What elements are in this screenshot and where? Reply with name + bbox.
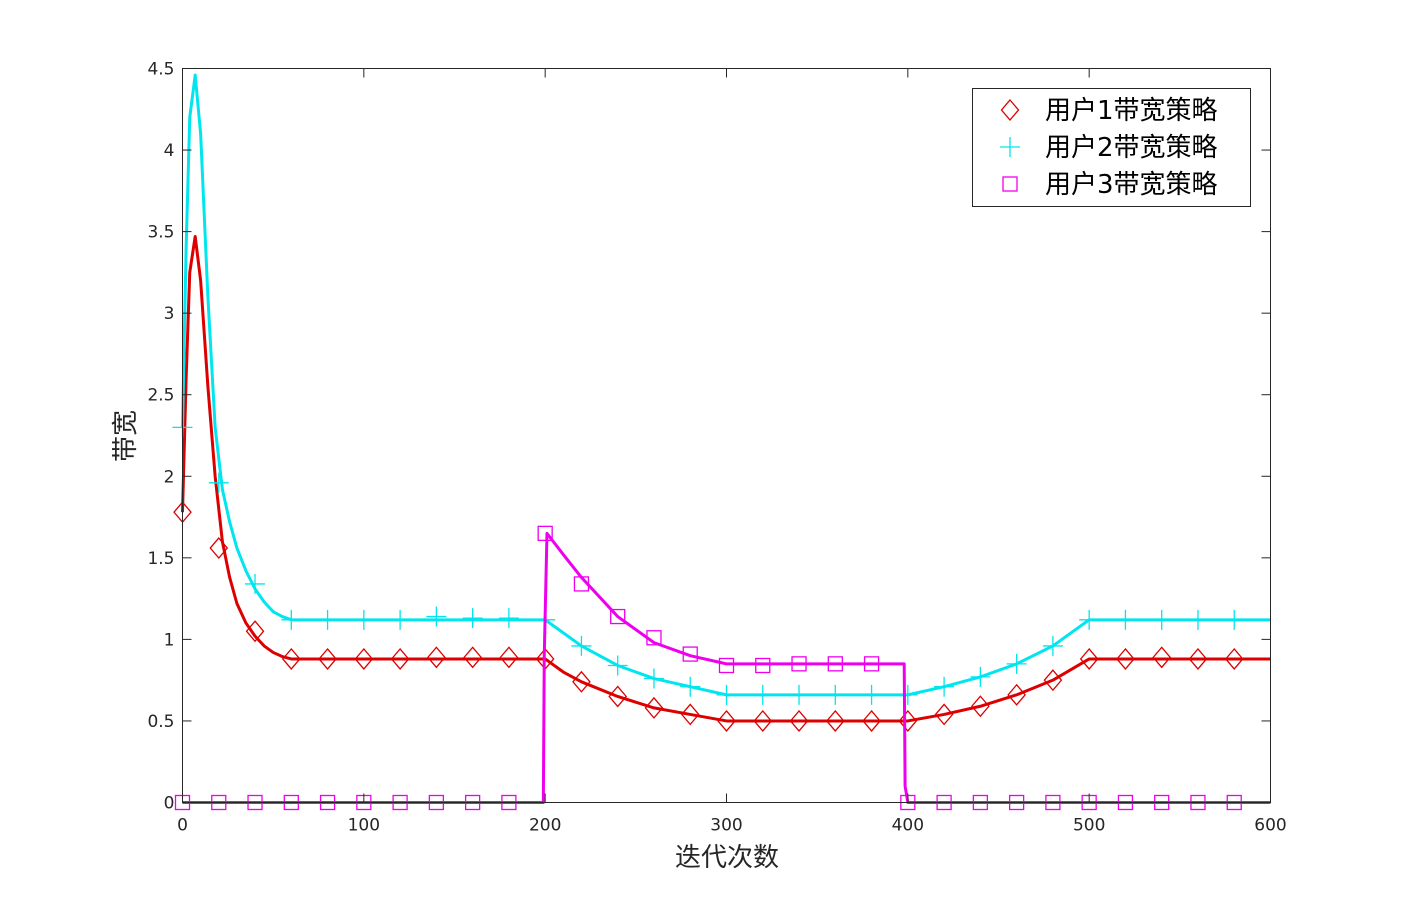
series-2-point bbox=[1151, 609, 1172, 630]
series-1-point bbox=[318, 647, 337, 670]
series-2-point bbox=[245, 573, 266, 594]
series-1-point bbox=[1188, 647, 1208, 670]
x-tick-label: 600 bbox=[1254, 816, 1286, 836]
legend-marker-1 bbox=[1000, 98, 1020, 122]
legend-label-1: 用户1带宽策略 bbox=[1045, 96, 1218, 126]
series-2-point bbox=[571, 635, 592, 656]
series-2-point bbox=[1187, 609, 1208, 630]
series-3-point bbox=[718, 657, 735, 674]
series-1-point bbox=[753, 709, 773, 732]
series-2-point bbox=[1224, 609, 1245, 630]
series-2-point bbox=[1006, 653, 1027, 674]
series-1-point bbox=[390, 647, 410, 670]
y-tick-label: 0.5 bbox=[147, 712, 174, 732]
x-tick-label: 300 bbox=[710, 816, 742, 836]
series-2-point bbox=[716, 684, 737, 705]
x-tick-label: 100 bbox=[348, 816, 380, 836]
series-line-3 bbox=[182, 531, 1271, 804]
series-1-point bbox=[971, 695, 990, 718]
series-2-point bbox=[934, 676, 955, 697]
x-tick-label: 400 bbox=[892, 816, 924, 836]
series-2-point bbox=[825, 684, 846, 705]
y-tick-label: 2 bbox=[164, 467, 175, 487]
series-3-point bbox=[791, 656, 807, 672]
y-tick-label: 0 bbox=[164, 794, 175, 814]
series-3-point bbox=[573, 576, 590, 592]
y-tick-label: 3.5 bbox=[147, 223, 174, 243]
series-1-point bbox=[1043, 669, 1063, 692]
series-1-point bbox=[1152, 646, 1172, 669]
x-tick-label: 200 bbox=[529, 816, 561, 836]
series-2-point bbox=[897, 684, 918, 705]
series-2-point bbox=[752, 684, 773, 705]
series-3-point bbox=[610, 608, 626, 625]
legend-marker-3 bbox=[1002, 176, 1018, 192]
series-3-point bbox=[537, 525, 553, 542]
series-1-point bbox=[281, 647, 301, 670]
series-2-point bbox=[390, 609, 411, 630]
y-tick-label: 4.5 bbox=[147, 60, 174, 80]
legend-label-2: 用户2带宽策略 bbox=[1045, 133, 1218, 163]
series-line-1 bbox=[181, 235, 1271, 723]
series-2-point bbox=[498, 608, 519, 629]
series-1-point bbox=[1116, 647, 1135, 670]
series-2-point bbox=[426, 606, 447, 627]
series-2-point bbox=[353, 609, 374, 630]
series-2-point bbox=[970, 666, 991, 687]
series-2-point bbox=[1042, 635, 1063, 656]
series-1-point bbox=[862, 709, 881, 732]
series-2-point bbox=[317, 609, 338, 630]
series-1-point bbox=[644, 696, 664, 719]
series-1-point bbox=[717, 709, 736, 732]
series-3-point bbox=[755, 657, 771, 674]
legend-marker-2 bbox=[1000, 137, 1020, 157]
x-tick-label: 0 bbox=[177, 816, 188, 836]
series-layer bbox=[172, 73, 1271, 811]
x-tick-label: 500 bbox=[1073, 816, 1105, 836]
series-1-point bbox=[680, 703, 700, 726]
legend-label-3: 用户3带宽策略 bbox=[1045, 170, 1218, 200]
series-1-point bbox=[1007, 683, 1026, 706]
series-3-point bbox=[646, 630, 662, 646]
series-2-point bbox=[861, 684, 882, 705]
series-1-point bbox=[934, 703, 954, 726]
series-2-point bbox=[680, 676, 701, 697]
y-tick-label: 3 bbox=[164, 304, 175, 324]
series-2-point bbox=[1079, 609, 1100, 630]
series-3-point bbox=[863, 656, 880, 672]
series-1-point bbox=[209, 537, 229, 560]
y-tick-label: 4 bbox=[164, 141, 175, 161]
series-1-point bbox=[898, 709, 918, 732]
series-1-point bbox=[789, 709, 809, 732]
series-2-point bbox=[462, 608, 483, 629]
series-2-point bbox=[607, 655, 628, 676]
series-1-point bbox=[463, 646, 482, 669]
series-3-point bbox=[682, 646, 698, 662]
y-tick-label: 1 bbox=[164, 630, 175, 650]
series-3-point bbox=[827, 656, 843, 672]
series-1-point bbox=[1224, 647, 1244, 670]
x-axis-label: 迭代次数 bbox=[675, 843, 779, 873]
y-tick-label: 1.5 bbox=[147, 549, 174, 569]
series-1-point bbox=[825, 709, 845, 732]
series-1-point bbox=[608, 685, 628, 708]
series-1-point bbox=[1079, 647, 1099, 670]
tick-layer: 0 100 200 300 400 500 600 0 0.5 1 1.5 2 2.5 3 3.5 4 4.5 bbox=[147, 60, 1286, 836]
series-1-point bbox=[245, 620, 265, 643]
series-1-point bbox=[354, 647, 374, 670]
series-2-point bbox=[208, 472, 229, 493]
series-1-point bbox=[499, 646, 519, 669]
series-2-point bbox=[1115, 609, 1136, 630]
series-2-point bbox=[789, 684, 810, 705]
series-1-point bbox=[427, 646, 446, 669]
y-axis-label: 带宽 bbox=[111, 410, 141, 462]
series-2-point bbox=[643, 668, 664, 689]
y-tick-label: 2.5 bbox=[147, 386, 174, 406]
series-1-point bbox=[572, 670, 591, 693]
series-2-point bbox=[281, 609, 302, 630]
